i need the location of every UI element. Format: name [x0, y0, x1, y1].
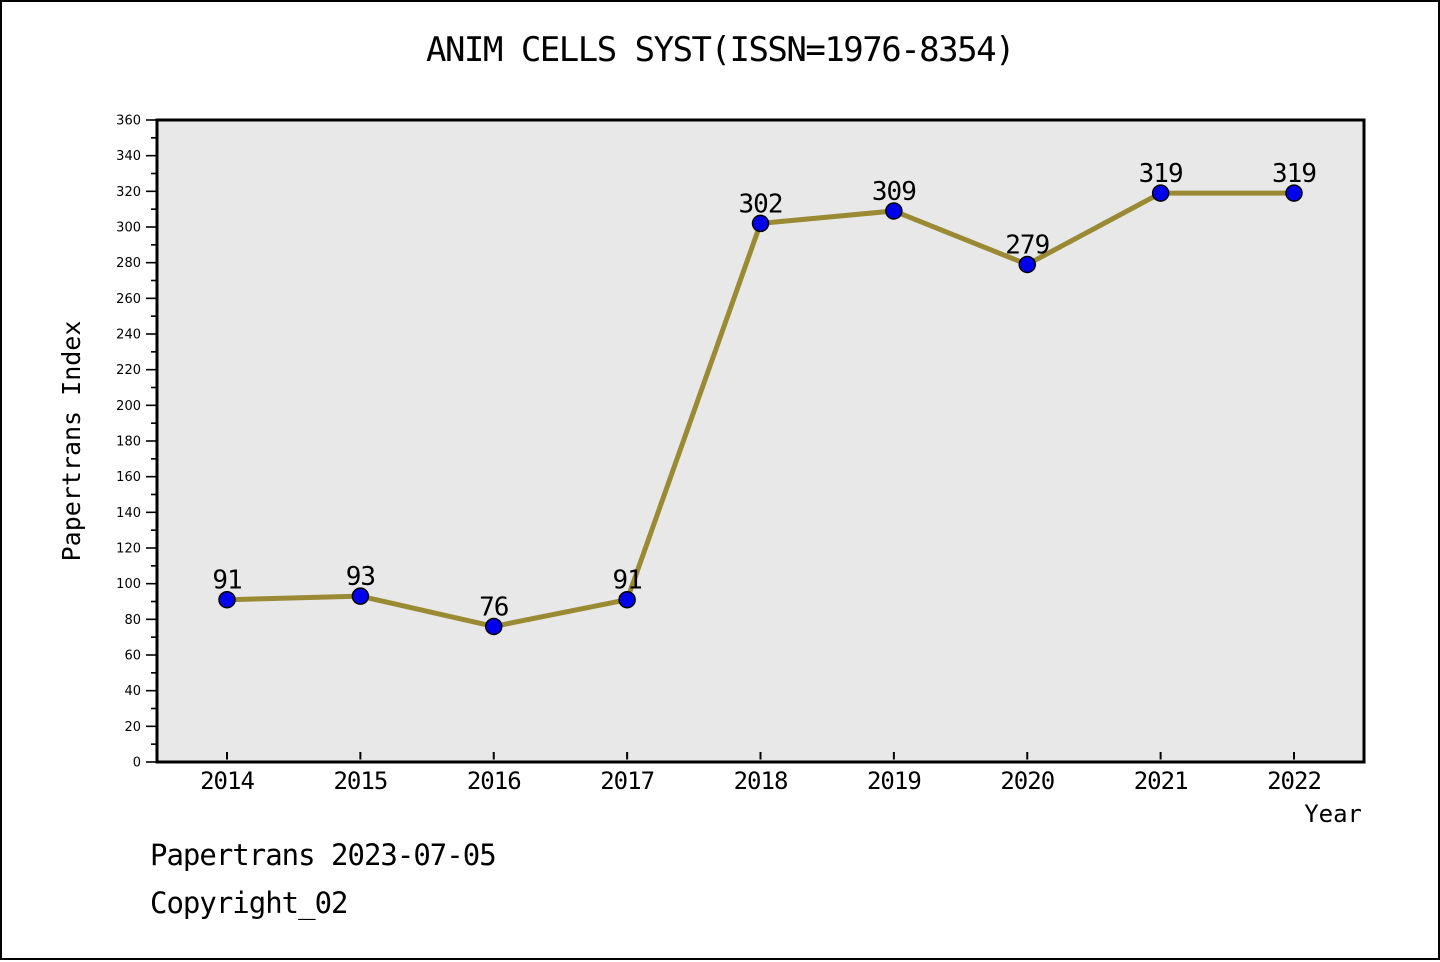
y-tick-label: 80	[124, 613, 141, 628]
y-tick-label: 100	[116, 577, 141, 592]
x-tick-label: 2014	[200, 767, 254, 795]
y-tick-label: 140	[116, 506, 141, 521]
y-tick-label: 340	[116, 149, 141, 164]
data-point-label: 76	[479, 592, 508, 622]
data-point-label: 93	[346, 562, 375, 592]
data-point	[885, 202, 903, 220]
data-point-label: 302	[739, 189, 783, 219]
data-point	[218, 590, 236, 609]
x-tick-label: 2016	[467, 767, 521, 795]
x-tick-label: 2019	[867, 767, 921, 795]
y-tick-label: 240	[116, 328, 141, 343]
chart-title: ANIM CELLS SYST(ISSN=1976-8354)	[425, 30, 1016, 70]
data-point	[1285, 184, 1303, 202]
y-tick-label: 40	[124, 684, 141, 699]
chart-plot-group: 0 20 40 60 80 100 120 140 160 180 200 220 240 260 280 3…	[116, 114, 1366, 795]
data-point-label: 279	[1005, 230, 1049, 260]
data-point	[618, 590, 636, 609]
data-point-label: 319	[1272, 159, 1316, 189]
data-point	[1018, 255, 1036, 274]
data-point	[751, 214, 770, 233]
x-tick-label: 2018	[734, 767, 788, 795]
data-point	[351, 587, 370, 605]
y-axis-label: Papertrans Index	[57, 321, 86, 562]
y-tick-label: 120	[116, 542, 141, 557]
y-tick-label: 260	[116, 292, 141, 307]
x-axis-label: Year	[1304, 800, 1362, 828]
y-tick-label: 300	[116, 221, 141, 236]
data-point	[485, 617, 503, 636]
y-tick-label: 160	[116, 470, 141, 485]
x-tick-label: 2017	[600, 767, 654, 795]
footer-source-date: Papertrans 2023-07-05	[150, 838, 497, 872]
x-tick-label: 2020	[1000, 767, 1054, 795]
data-point	[1151, 184, 1170, 202]
footer-copyright: Copyright_02	[150, 886, 349, 920]
y-tick-label: 0	[133, 756, 141, 771]
data-point-label: 309	[872, 177, 916, 207]
y-tick-label: 220	[116, 363, 141, 378]
data-point-label: 319	[1139, 159, 1183, 189]
y-tick-label: 320	[116, 185, 141, 200]
y-tick-label: 360	[116, 114, 141, 129]
y-tick-label: 20	[124, 720, 141, 735]
y-tick-label: 180	[116, 435, 141, 450]
data-point-label: 91	[612, 566, 641, 596]
y-tick-label: 200	[116, 399, 141, 414]
y-tick-label: 280	[116, 256, 141, 271]
x-tick-label: 2015	[333, 767, 387, 795]
data-point-label: 91	[212, 566, 241, 596]
y-tick-label: 60	[124, 649, 141, 664]
x-tick-label: 2022	[1267, 767, 1321, 795]
x-tick-label: 2021	[1134, 767, 1188, 795]
